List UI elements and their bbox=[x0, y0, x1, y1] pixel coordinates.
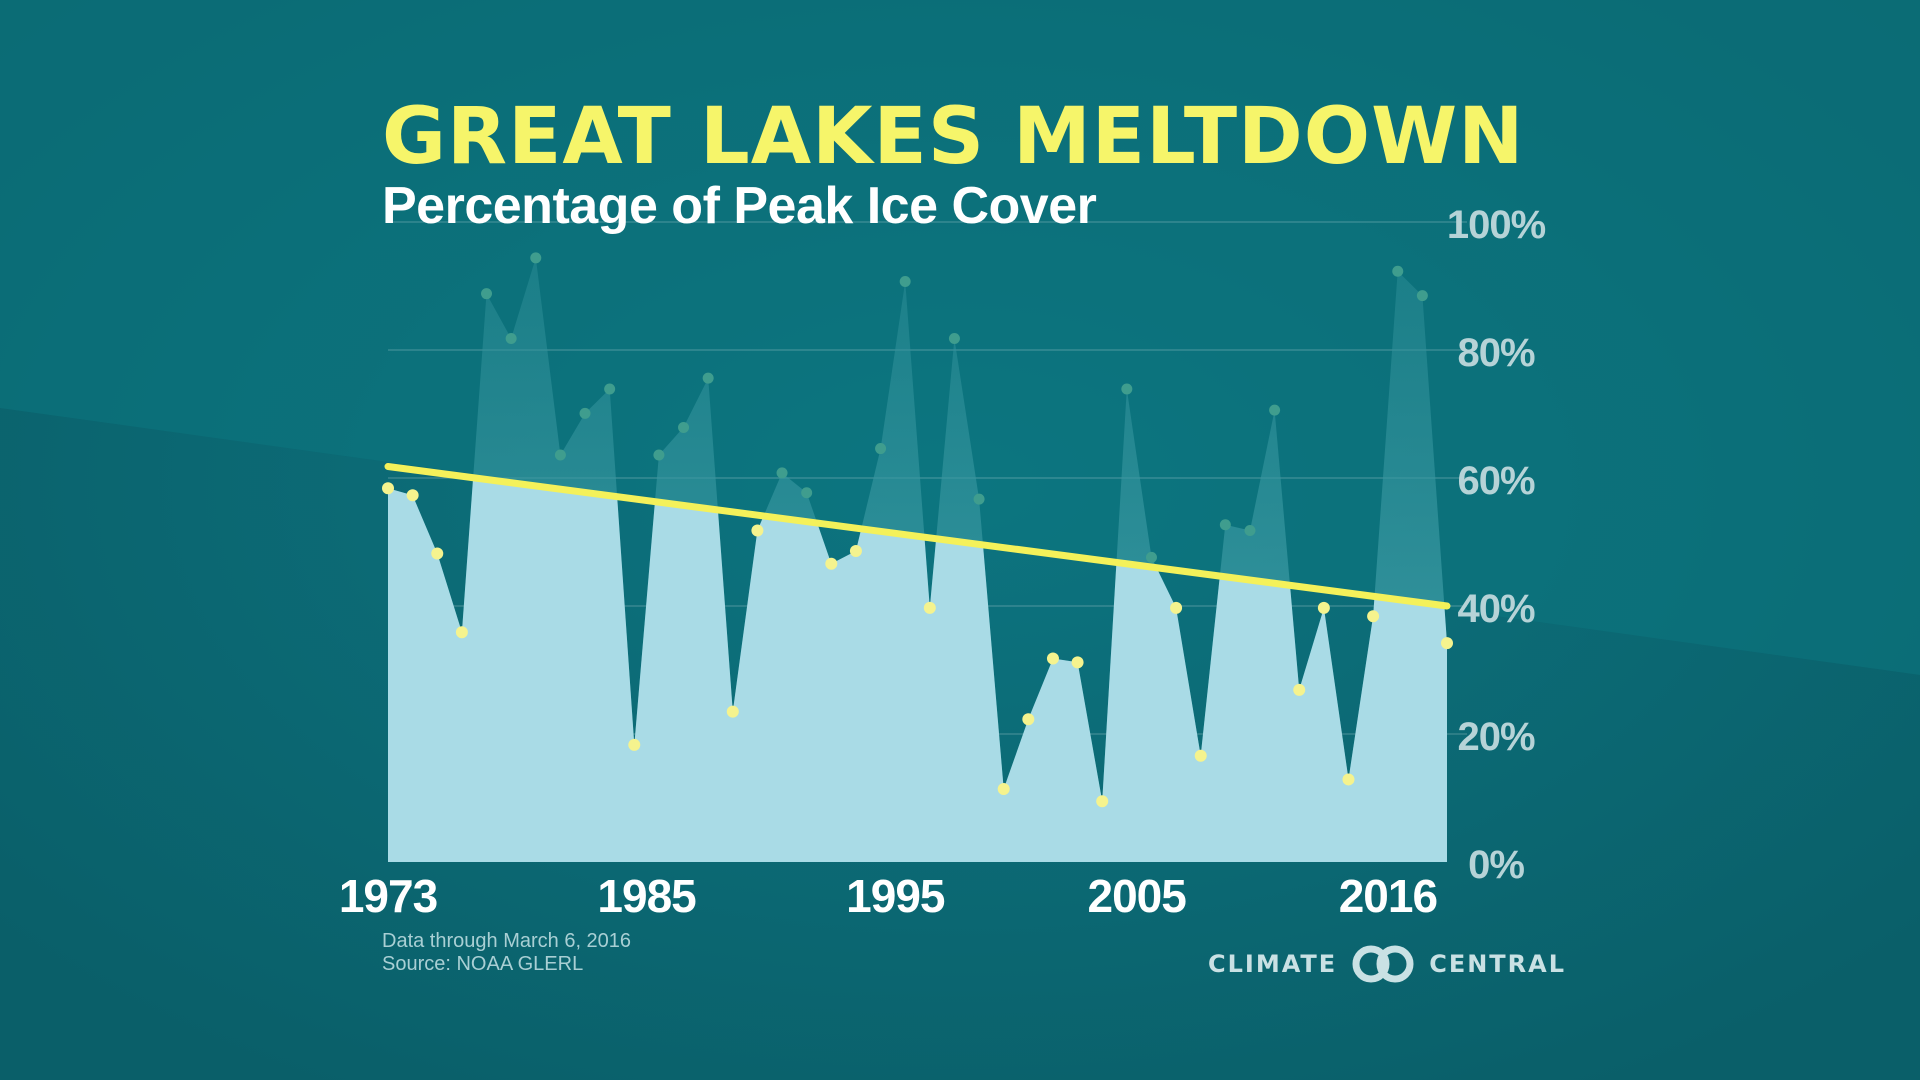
data-point-1994 bbox=[899, 276, 911, 288]
data-point-2014 bbox=[1392, 265, 1404, 277]
x-axis-ticks: 1973 1985 1995 2005 2016 bbox=[339, 870, 1438, 922]
data-point-1986 bbox=[702, 372, 714, 384]
data-point-1995 bbox=[923, 601, 936, 614]
data-point-2012 bbox=[1342, 773, 1355, 786]
y-tick-label-60: 60% bbox=[1457, 459, 1534, 503]
data-point-1997 bbox=[973, 493, 985, 505]
data-point-2008 bbox=[1244, 524, 1256, 536]
data-point-2002 bbox=[1096, 795, 1109, 808]
y-axis-ticks: 0% 20% 40% 60% 80% 100% bbox=[1447, 203, 1547, 887]
data-point-2007 bbox=[1219, 519, 1231, 531]
data-point-1973 bbox=[382, 482, 394, 495]
data-point-2003 bbox=[1121, 383, 1133, 395]
data-point-1998 bbox=[997, 783, 1010, 796]
y-tick-label-100: 100% bbox=[1447, 203, 1546, 247]
background-light-band bbox=[0, 0, 1920, 675]
y-tick-label-80: 80% bbox=[1457, 331, 1534, 375]
area-fill-lower bbox=[388, 415, 1447, 862]
data-point-2000 bbox=[1046, 652, 1059, 665]
data-point-1990 bbox=[801, 487, 813, 499]
climate-central-logo: CLIMATE CENTRAL bbox=[1208, 944, 1566, 984]
data-point-1984 bbox=[653, 449, 665, 461]
data-point-2010 bbox=[1293, 683, 1306, 696]
logo-word-right: CENTRAL bbox=[1429, 950, 1567, 978]
source-note: Source: NOAA GLERL bbox=[382, 953, 584, 975]
data-point-2015 bbox=[1416, 290, 1428, 302]
data-point-1978 bbox=[505, 332, 517, 344]
data-point-1981 bbox=[579, 407, 591, 419]
data-point-2006 bbox=[1194, 749, 1207, 762]
chart-title: GREAT LAKES MELTDOWN bbox=[382, 92, 1525, 182]
data-point-2009 bbox=[1269, 404, 1281, 416]
data-point-2005 bbox=[1170, 601, 1183, 614]
x-tick-label-1995: 1995 bbox=[846, 870, 945, 922]
y-tick-label-20: 20% bbox=[1457, 715, 1534, 759]
data-point-1977 bbox=[481, 288, 493, 300]
y-tick-label-40: 40% bbox=[1457, 587, 1534, 631]
data-point-1992 bbox=[849, 544, 862, 557]
data-point-2004 bbox=[1145, 551, 1157, 563]
x-tick-label-2005: 2005 bbox=[1088, 870, 1187, 922]
data-point-1976 bbox=[455, 626, 468, 639]
x-tick-label-2016: 2016 bbox=[1339, 870, 1437, 922]
x-tick-label-1985: 1985 bbox=[597, 870, 696, 922]
data-point-1974 bbox=[406, 489, 419, 502]
data-point-2011 bbox=[1317, 601, 1330, 614]
data-point-1996 bbox=[948, 332, 960, 344]
data-point-1982 bbox=[604, 383, 616, 395]
data-point-1985 bbox=[678, 421, 690, 433]
data-point-1979 bbox=[530, 252, 542, 264]
interlocking-rings-icon bbox=[1352, 945, 1414, 983]
chart-subtitle: Percentage of Peak Ice Cover bbox=[382, 177, 1097, 235]
logo-word-left: CLIMATE bbox=[1208, 950, 1338, 978]
data-point-1989 bbox=[776, 467, 788, 479]
data-point-1988 bbox=[751, 524, 764, 537]
data-point-2016 bbox=[1441, 637, 1453, 650]
data-point-1983 bbox=[628, 738, 641, 751]
trend-line bbox=[384, 462, 1451, 610]
data-point-1975 bbox=[431, 547, 444, 560]
data-note: Data through March 6, 2016 bbox=[382, 930, 632, 952]
data-point-2013 bbox=[1367, 610, 1380, 623]
data-point-1987 bbox=[726, 705, 739, 718]
data-point-2001 bbox=[1071, 656, 1084, 669]
x-tick-label-1973: 1973 bbox=[339, 870, 437, 922]
data-points bbox=[382, 252, 1453, 808]
data-point-1993 bbox=[875, 443, 887, 455]
y-tick-label-0: 0% bbox=[1468, 843, 1524, 887]
data-point-1991 bbox=[825, 557, 838, 570]
data-point-1999 bbox=[1022, 713, 1035, 726]
data-point-1980 bbox=[554, 449, 566, 461]
